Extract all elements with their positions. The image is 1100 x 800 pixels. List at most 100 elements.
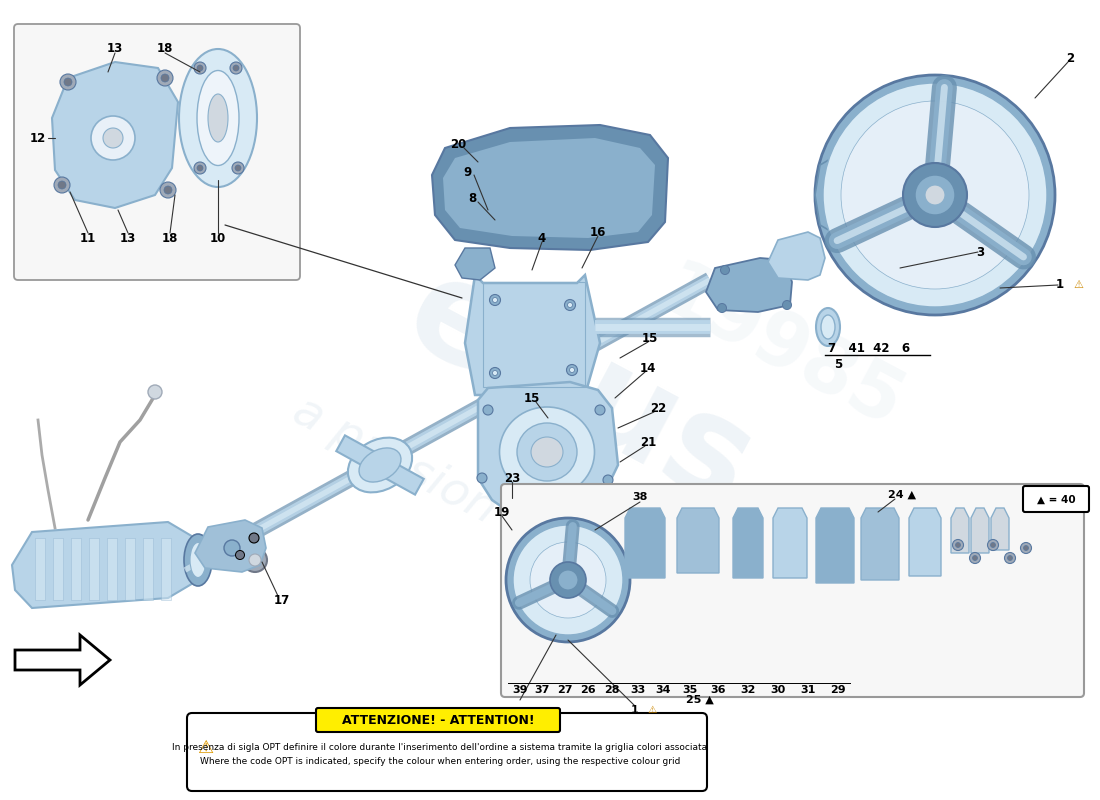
Text: 36: 36: [711, 685, 726, 695]
Text: 31: 31: [801, 685, 816, 695]
Text: 8: 8: [468, 191, 476, 205]
Text: ▲ = 40: ▲ = 40: [1036, 495, 1076, 505]
Circle shape: [506, 518, 630, 642]
Polygon shape: [773, 508, 807, 578]
Circle shape: [1004, 553, 1015, 563]
Text: 35: 35: [682, 685, 697, 695]
Text: 20: 20: [450, 138, 466, 151]
Ellipse shape: [531, 437, 563, 467]
Text: 37: 37: [535, 685, 550, 695]
Circle shape: [197, 65, 204, 71]
Text: 7   41  42   6: 7 41 42 6: [828, 342, 910, 354]
Bar: [72, 538, 81, 600]
Circle shape: [550, 562, 586, 598]
Ellipse shape: [348, 438, 412, 492]
Circle shape: [1023, 546, 1028, 550]
Circle shape: [249, 554, 261, 566]
Circle shape: [235, 550, 244, 559]
Text: Where the code OPT is indicated, specify the colour when entering order, using t: Where the code OPT is indicated, specify…: [200, 758, 680, 766]
Polygon shape: [991, 508, 1009, 550]
Circle shape: [224, 540, 240, 556]
Text: 34: 34: [656, 685, 671, 695]
Ellipse shape: [517, 423, 578, 481]
Circle shape: [91, 116, 135, 160]
Bar: [125, 538, 135, 600]
FancyBboxPatch shape: [500, 484, 1084, 697]
Circle shape: [161, 74, 169, 82]
Circle shape: [842, 101, 1028, 289]
Polygon shape: [52, 62, 178, 208]
Bar: [35, 538, 45, 600]
Polygon shape: [455, 248, 495, 280]
Polygon shape: [676, 508, 719, 573]
Text: elius: elius: [385, 243, 776, 537]
FancyBboxPatch shape: [14, 24, 300, 280]
Ellipse shape: [821, 315, 835, 339]
Circle shape: [197, 165, 204, 171]
Text: 39: 39: [513, 685, 528, 695]
Circle shape: [903, 163, 967, 227]
Polygon shape: [768, 232, 825, 280]
Circle shape: [564, 299, 575, 310]
Polygon shape: [861, 508, 899, 580]
Bar: [89, 538, 99, 600]
Circle shape: [490, 294, 500, 306]
Circle shape: [969, 553, 980, 563]
Circle shape: [194, 162, 206, 174]
Circle shape: [493, 298, 497, 302]
Bar: [143, 538, 153, 600]
Text: 30: 30: [770, 685, 785, 695]
Circle shape: [566, 365, 578, 375]
Text: 1: 1: [631, 705, 639, 715]
Circle shape: [58, 181, 66, 189]
Text: 33: 33: [630, 685, 646, 695]
Text: 25 ▲: 25 ▲: [686, 695, 714, 705]
Text: 28: 28: [604, 685, 619, 695]
Text: ⚠: ⚠: [1072, 280, 1084, 290]
Polygon shape: [815, 158, 845, 232]
Text: 32: 32: [740, 685, 756, 695]
Polygon shape: [443, 138, 654, 238]
Polygon shape: [971, 508, 989, 553]
Circle shape: [1008, 555, 1012, 561]
Circle shape: [54, 177, 70, 193]
Circle shape: [157, 70, 173, 86]
Text: 23: 23: [504, 471, 520, 485]
Text: 26: 26: [580, 685, 596, 695]
Circle shape: [148, 385, 162, 399]
Circle shape: [558, 570, 578, 590]
Circle shape: [720, 266, 729, 274]
Polygon shape: [12, 522, 198, 608]
Text: 5: 5: [834, 358, 843, 371]
Ellipse shape: [190, 542, 206, 578]
Circle shape: [64, 78, 72, 86]
Ellipse shape: [208, 94, 228, 142]
Circle shape: [815, 75, 1055, 315]
Ellipse shape: [197, 70, 239, 166]
Text: 18: 18: [157, 42, 173, 54]
Circle shape: [990, 542, 996, 547]
Text: 21: 21: [640, 435, 656, 449]
Circle shape: [164, 186, 172, 194]
Polygon shape: [15, 635, 110, 685]
Polygon shape: [733, 508, 763, 578]
Circle shape: [232, 162, 244, 174]
Bar: [107, 538, 117, 600]
Ellipse shape: [816, 308, 840, 346]
Circle shape: [490, 367, 500, 378]
Circle shape: [595, 405, 605, 415]
Bar: [483, 282, 585, 387]
Circle shape: [230, 62, 242, 74]
Text: 38: 38: [632, 492, 648, 502]
Text: 19: 19: [494, 506, 510, 518]
Circle shape: [235, 165, 241, 171]
Text: 13: 13: [107, 42, 123, 54]
Text: 15: 15: [524, 391, 540, 405]
Ellipse shape: [179, 49, 257, 187]
Circle shape: [530, 542, 606, 618]
Polygon shape: [909, 508, 940, 576]
Circle shape: [972, 555, 978, 561]
Circle shape: [477, 473, 487, 483]
FancyBboxPatch shape: [316, 708, 560, 732]
Text: a passion for: a passion for: [285, 389, 575, 571]
